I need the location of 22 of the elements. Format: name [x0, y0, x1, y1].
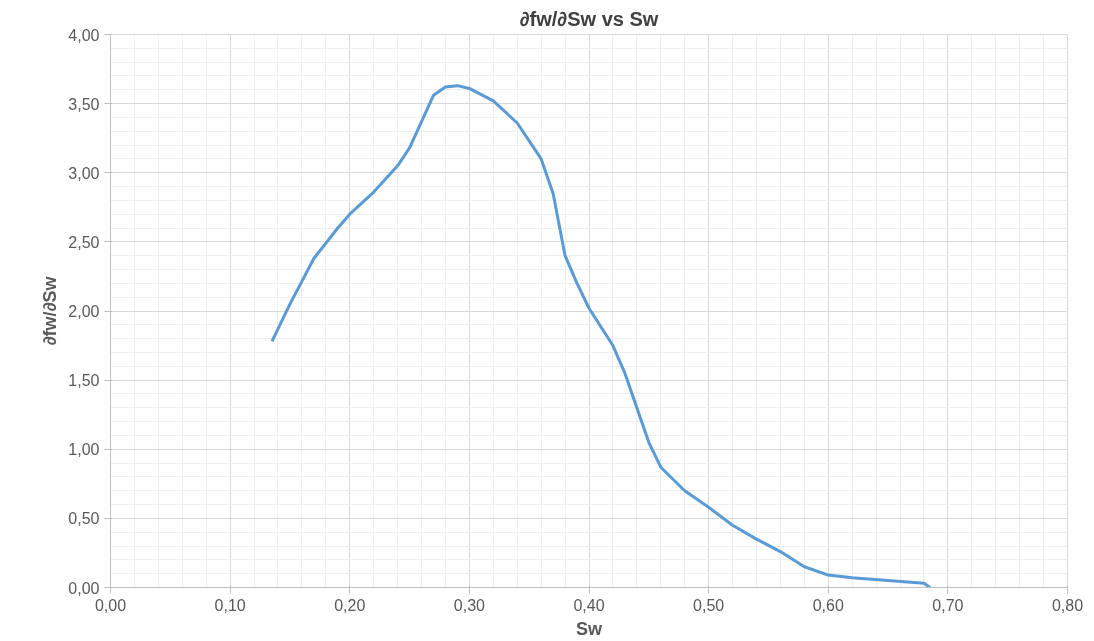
- y-tick-label: 4,00: [68, 26, 100, 44]
- line-series: [270, 84, 932, 588]
- x-tick-label: 0,40: [573, 596, 605, 614]
- x-tick-label: 0,20: [334, 596, 366, 614]
- x-tick-label: 0,80: [1051, 596, 1084, 614]
- x-tick-label: 0,00: [94, 596, 127, 614]
- y-tick-label: 1,50: [68, 372, 100, 390]
- y-tick-label: 3,50: [68, 95, 100, 113]
- x-tick-label: 0,70: [932, 596, 964, 614]
- y-tick-label: 0,50: [68, 510, 100, 528]
- y-tick-label: 0,00: [68, 579, 100, 597]
- y-tick-label: 1,00: [68, 441, 100, 459]
- y-tick-label: 3,00: [68, 164, 100, 182]
- y-tick-label: 2,50: [68, 233, 100, 251]
- x-tick-label: 0,10: [214, 596, 246, 614]
- x-tick-label: 0,60: [812, 596, 844, 614]
- y-tick-label: 2,00: [68, 303, 100, 320]
- x-axis-title: Sw: [576, 618, 603, 639]
- chart-title: ∂fw/∂Sw vs Sw: [519, 7, 659, 30]
- x-tick-label: 0,50: [693, 596, 725, 614]
- x-tick-label: 0,30: [453, 596, 486, 614]
- y-axis-title: ∂fw/∂Sw: [40, 275, 61, 346]
